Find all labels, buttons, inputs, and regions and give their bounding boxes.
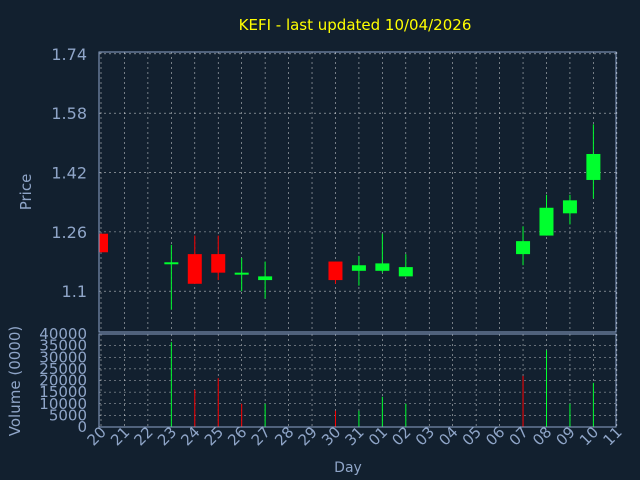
volume-y-tick-label: 10000 [39,395,87,413]
candle-body [234,272,249,275]
chart-title: KEFI - last updated 10/04/2026 [239,16,472,34]
candle-body [258,276,273,281]
candle-body [351,265,366,271]
volume-y-tick-label: 0 [77,418,87,436]
price-grid [99,52,618,332]
volume-y-tick-label: 5000 [49,406,87,424]
candle-body [164,262,179,265]
price-panel-frame [98,51,617,333]
volume-panel-frame [98,333,617,428]
volume-y-tick-label: 20000 [39,372,87,390]
candlesticks [99,124,601,310]
volume-y-tick-label: 30000 [39,348,87,366]
volume-axis-label: Volume (0000) [6,326,24,436]
candle-body [586,153,601,180]
price-y-tick-label: 1.58 [51,104,87,123]
candle-body [562,200,577,214]
candle-body [398,267,413,277]
price-y-tick-label: 1.1 [62,282,87,301]
price-y-tick-label: 1.74 [51,45,87,64]
price-y-tick-label: 1.42 [51,164,87,183]
price-y-tick-labels: 1.1 1.26 1.42 1.58 1.74 [51,45,87,301]
volume-y-tick-label: 15000 [39,383,87,401]
candle-body [211,254,226,273]
price-axis-label: Price [17,174,35,211]
candle-body [328,261,343,281]
candle-body [375,263,390,271]
volume-grid [99,333,618,428]
x-axis-label: Day [334,460,362,476]
candle-body [99,233,108,253]
price-y-tick-label: 1.26 [51,223,87,242]
volume-y-tick-label: 40000 [39,325,87,343]
volume-bars [170,342,594,427]
candle-body [539,207,554,236]
x-tick-labels: 2021222324252627282930310102030405060708… [84,423,626,449]
volume-y-tick-label: 35000 [39,337,87,355]
volume-y-tick-label: 25000 [39,360,87,378]
candle-body [187,254,202,284]
candle-body [516,241,531,255]
